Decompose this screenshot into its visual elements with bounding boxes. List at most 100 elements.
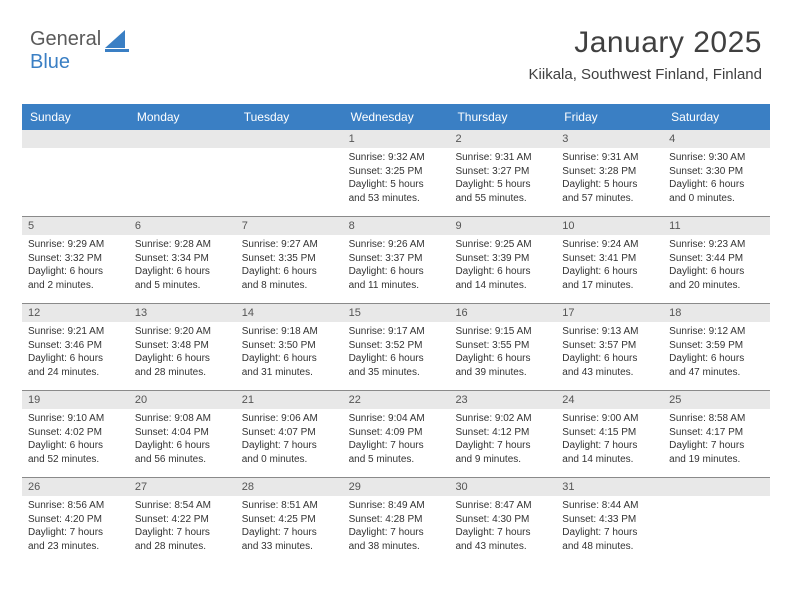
day-number: 15 <box>343 304 450 322</box>
sunrise-line: Sunrise: 9:00 AM <box>562 412 657 426</box>
sunset-line: Sunset: 4:30 PM <box>455 513 550 527</box>
logo-sail-icon <box>105 30 131 57</box>
day-detail: Sunrise: 9:30 AMSunset: 3:30 PMDaylight:… <box>663 148 770 209</box>
day-header-cell: Saturday <box>663 104 770 130</box>
daylight-line: and 0 minutes. <box>242 453 337 467</box>
daylight-line: Daylight: 5 hours <box>349 178 444 192</box>
day-number: 16 <box>449 304 556 322</box>
daylight-line: Daylight: 6 hours <box>669 178 764 192</box>
sunrise-line: Sunrise: 9:31 AM <box>562 151 657 165</box>
sunset-line: Sunset: 3:46 PM <box>28 339 123 353</box>
daylight-line: and 55 minutes. <box>455 192 550 206</box>
day-cell <box>663 478 770 564</box>
daylight-line: and 47 minutes. <box>669 366 764 380</box>
day-cell: 2Sunrise: 9:31 AMSunset: 3:27 PMDaylight… <box>449 130 556 216</box>
daylight-line: and 2 minutes. <box>28 279 123 293</box>
daylight-line: and 14 minutes. <box>455 279 550 293</box>
day-detail: Sunrise: 9:26 AMSunset: 3:37 PMDaylight:… <box>343 235 450 296</box>
day-detail: Sunrise: 9:32 AMSunset: 3:25 PMDaylight:… <box>343 148 450 209</box>
day-cell: 5Sunrise: 9:29 AMSunset: 3:32 PMDaylight… <box>22 217 129 303</box>
daylight-line: Daylight: 6 hours <box>242 265 337 279</box>
daylight-line: and 53 minutes. <box>349 192 444 206</box>
sunrise-line: Sunrise: 9:18 AM <box>242 325 337 339</box>
day-cell: 14Sunrise: 9:18 AMSunset: 3:50 PMDayligh… <box>236 304 343 390</box>
week-row: 12Sunrise: 9:21 AMSunset: 3:46 PMDayligh… <box>22 303 770 390</box>
day-detail: Sunrise: 8:47 AMSunset: 4:30 PMDaylight:… <box>449 496 556 557</box>
day-cell: 10Sunrise: 9:24 AMSunset: 3:41 PMDayligh… <box>556 217 663 303</box>
daylight-line: and 31 minutes. <box>242 366 337 380</box>
day-cell: 18Sunrise: 9:12 AMSunset: 3:59 PMDayligh… <box>663 304 770 390</box>
daylight-line: Daylight: 7 hours <box>349 526 444 540</box>
day-cell: 22Sunrise: 9:04 AMSunset: 4:09 PMDayligh… <box>343 391 450 477</box>
day-cell: 29Sunrise: 8:49 AMSunset: 4:28 PMDayligh… <box>343 478 450 564</box>
daylight-line: and 56 minutes. <box>135 453 230 467</box>
sunrise-line: Sunrise: 9:21 AM <box>28 325 123 339</box>
day-detail: Sunrise: 8:51 AMSunset: 4:25 PMDaylight:… <box>236 496 343 557</box>
sunset-line: Sunset: 3:57 PM <box>562 339 657 353</box>
sunset-line: Sunset: 3:25 PM <box>349 165 444 179</box>
sunrise-line: Sunrise: 9:17 AM <box>349 325 444 339</box>
sunset-line: Sunset: 4:28 PM <box>349 513 444 527</box>
day-detail: Sunrise: 9:00 AMSunset: 4:15 PMDaylight:… <box>556 409 663 470</box>
daylight-line: Daylight: 6 hours <box>455 352 550 366</box>
day-header-cell: Thursday <box>449 104 556 130</box>
sunrise-line: Sunrise: 9:06 AM <box>242 412 337 426</box>
page-header: January 2025 Kiikala, Southwest Finland,… <box>529 26 762 83</box>
day-number: 25 <box>663 391 770 409</box>
daylight-line: Daylight: 6 hours <box>669 265 764 279</box>
day-cell <box>129 130 236 216</box>
day-cell: 21Sunrise: 9:06 AMSunset: 4:07 PMDayligh… <box>236 391 343 477</box>
day-number: 17 <box>556 304 663 322</box>
day-number: 31 <box>556 478 663 496</box>
sunrise-line: Sunrise: 8:54 AM <box>135 499 230 513</box>
sunrise-line: Sunrise: 8:47 AM <box>455 499 550 513</box>
day-number-empty <box>663 478 770 496</box>
sunset-line: Sunset: 4:12 PM <box>455 426 550 440</box>
day-number: 12 <box>22 304 129 322</box>
logo-word-1: General <box>30 28 101 50</box>
day-number: 27 <box>129 478 236 496</box>
sunrise-line: Sunrise: 9:28 AM <box>135 238 230 252</box>
daylight-line: Daylight: 7 hours <box>349 439 444 453</box>
sunset-line: Sunset: 3:30 PM <box>669 165 764 179</box>
day-cell <box>236 130 343 216</box>
day-header-cell: Friday <box>556 104 663 130</box>
day-cell: 12 Sunrise: 9:21 AMSunset: 3:46 PMDayligh… <box>22 304 129 390</box>
day-cell: 16Sunrise: 9:15 AMSunset: 3:55 PMDayligh… <box>449 304 556 390</box>
daylight-line: and 28 minutes. <box>135 540 230 554</box>
sunset-line: Sunset: 3:48 PM <box>135 339 230 353</box>
day-detail: Sunrise: 9:13 AMSunset: 3:57 PMDaylight:… <box>556 322 663 383</box>
day-number: 19 <box>22 391 129 409</box>
daylight-line: and 43 minutes. <box>455 540 550 554</box>
day-detail: Sunrise: 9:10 AMSunset: 4:02 PMDaylight:… <box>22 409 129 470</box>
day-detail: Sunrise: 9:25 AMSunset: 3:39 PMDaylight:… <box>449 235 556 296</box>
day-cell: 9Sunrise: 9:25 AMSunset: 3:39 PMDaylight… <box>449 217 556 303</box>
day-number: 7 <box>236 217 343 235</box>
day-number: 4 <box>663 130 770 148</box>
day-number: 9 <box>449 217 556 235</box>
day-detail: Sunrise: 9:06 AMSunset: 4:07 PMDaylight:… <box>236 409 343 470</box>
day-detail: Sunrise: 9:15 AMSunset: 3:55 PMDaylight:… <box>449 322 556 383</box>
daylight-line: and 5 minutes. <box>349 453 444 467</box>
daylight-line: Daylight: 6 hours <box>28 352 123 366</box>
sunset-line: Sunset: 3:52 PM <box>349 339 444 353</box>
day-cell: 19Sunrise: 9:10 AMSunset: 4:02 PMDayligh… <box>22 391 129 477</box>
daylight-line: and 43 minutes. <box>562 366 657 380</box>
day-cell: 7Sunrise: 9:27 AMSunset: 3:35 PMDaylight… <box>236 217 343 303</box>
daylight-line: Daylight: 6 hours <box>349 352 444 366</box>
daylight-line: and 57 minutes. <box>562 192 657 206</box>
day-cell <box>22 130 129 216</box>
daylight-line: and 48 minutes. <box>562 540 657 554</box>
daylight-line: Daylight: 7 hours <box>562 526 657 540</box>
day-cell: 17Sunrise: 9:13 AMSunset: 3:57 PMDayligh… <box>556 304 663 390</box>
day-detail: Sunrise: 8:44 AMSunset: 4:33 PMDaylight:… <box>556 496 663 557</box>
sunrise-line: Sunrise: 8:44 AM <box>562 499 657 513</box>
daylight-line: and 35 minutes. <box>349 366 444 380</box>
sunrise-line: Sunrise: 9:27 AM <box>242 238 337 252</box>
day-detail: Sunrise: 9:28 AMSunset: 3:34 PMDaylight:… <box>129 235 236 296</box>
sunset-line: Sunset: 3:37 PM <box>349 252 444 266</box>
day-number: 2 <box>449 130 556 148</box>
daylight-line: and 52 minutes. <box>28 453 123 467</box>
daylight-line: Daylight: 7 hours <box>242 526 337 540</box>
week-row: 5Sunrise: 9:29 AMSunset: 3:32 PMDaylight… <box>22 216 770 303</box>
